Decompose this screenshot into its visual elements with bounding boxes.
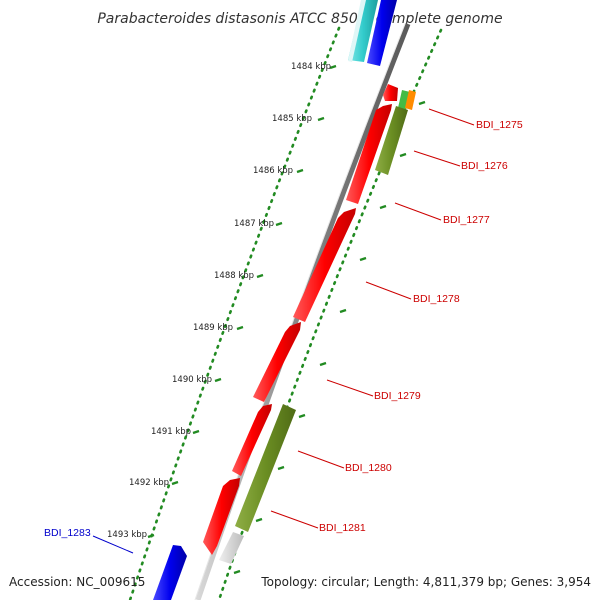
accession-text: Accession: NC_009615 (9, 575, 145, 589)
kbp-labels: 1484 kbp 1485 kbp 1486 kbp 1487 kbp 1488… (107, 62, 331, 540)
gene-label-bdi-1278[interactable]: BDI_1278 (413, 293, 460, 305)
gene-label-bdi-1279[interactable]: BDI_1279 (374, 390, 421, 402)
kbp-label-1487: 1487 kbp (234, 219, 274, 229)
kbp-label-1486: 1486 kbp (253, 166, 293, 176)
gene-label-bdi-1283[interactable]: BDI_1283 (44, 527, 91, 539)
kbp-label-1492: 1492 kbp (129, 478, 169, 488)
map-title: Parabacteroides distasonis ATCC 8503, co… (97, 11, 502, 27)
gene-label-bdi-1276[interactable]: BDI_1276 (461, 160, 508, 172)
kbp-label-1489: 1489 kbp (193, 323, 233, 333)
label-leaders (92, 108, 475, 554)
kbp-label-1484: 1484 kbp (291, 62, 331, 72)
gene-bdi-1280[interactable] (203, 478, 240, 555)
inner-ring-ticks (233, 100, 426, 575)
gene-bdi-1279[interactable] (232, 404, 272, 476)
kbp-label-1491: 1491 kbp (151, 427, 191, 437)
gene-label-bdi-1281[interactable]: BDI_1281 (319, 522, 366, 534)
outer-tick-ring (128, 26, 341, 600)
gene-label-bdi-1277[interactable]: BDI_1277 (443, 214, 490, 226)
kbp-label-1488: 1488 kbp (214, 271, 254, 281)
gene-olive-lower[interactable] (235, 404, 296, 532)
kbp-ticks (147, 64, 337, 539)
gene-bdi-1283[interactable] (153, 545, 187, 600)
gene-blue-top[interactable] (367, 0, 397, 66)
gene-bdi-1277[interactable] (293, 208, 356, 322)
gene-label-bdi-1275[interactable]: BDI_1275 (476, 119, 523, 131)
gene-white-top (348, 0, 366, 62)
gene-gray[interactable] (219, 532, 244, 564)
gene-bdi-1275[interactable] (383, 84, 398, 101)
gene-labels: BDI_1275 BDI_1276 BDI_1277 BDI_1278 BDI_… (44, 119, 523, 539)
gene-bdi-1278[interactable] (253, 322, 301, 402)
forward-cds-track (203, 84, 398, 555)
gene-bdi-1276[interactable] (346, 104, 392, 204)
kbp-label-1493: 1493 kbp (107, 530, 147, 540)
kbp-label-1490: 1490 kbp (172, 375, 212, 385)
gene-orange-small[interactable] (405, 90, 416, 110)
kbp-label-1485: 1485 kbp (272, 114, 312, 124)
genome-summary-text: Topology: circular; Length: 4,811,379 bp… (260, 575, 591, 589)
gene-label-bdi-1280[interactable]: BDI_1280 (345, 462, 392, 474)
gene-olive-upper[interactable] (375, 106, 408, 175)
